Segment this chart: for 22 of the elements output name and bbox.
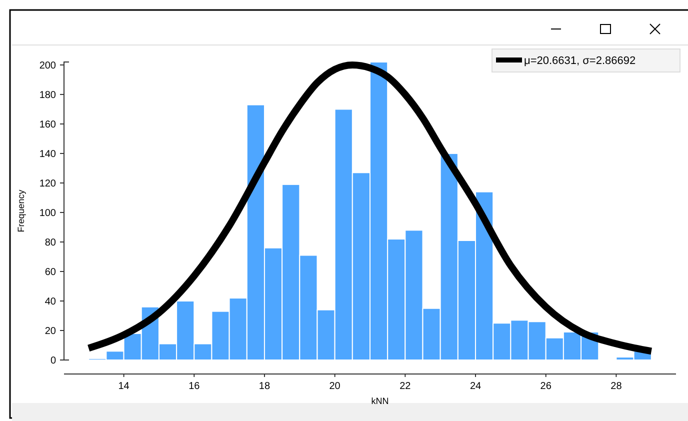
x-tick-label: 20: [329, 381, 341, 392]
x-tick-label: 18: [258, 381, 270, 392]
legend-label: μ=20.6631, σ=2.86692: [524, 54, 636, 67]
x-tick-label: 28: [610, 381, 622, 392]
y-tick-label: 100: [39, 208, 56, 219]
y-tick-label: 160: [39, 119, 56, 130]
x-tick-label: 24: [470, 381, 482, 392]
x-tick-label: 26: [540, 381, 552, 392]
y-tick-label: 60: [44, 266, 56, 278]
y-tick-label: 40: [44, 296, 56, 308]
y-tick-label: 200: [39, 60, 56, 72]
y-tick-label: 20: [44, 326, 56, 337]
y-tick-label: 140: [39, 148, 56, 160]
x-tick-label: 22: [400, 381, 412, 392]
y-tick-label: 0: [50, 356, 56, 366]
x-tick-label: 14: [118, 381, 130, 392]
y-tick-label: 180: [39, 90, 56, 101]
y-tick-label: 120: [39, 178, 56, 190]
y-axis-title: Frequency: [16, 189, 26, 232]
x-axis-title: kNN: [371, 396, 389, 406]
y-tick-label: 80: [44, 237, 56, 248]
x-tick-label: 16: [188, 381, 200, 392]
